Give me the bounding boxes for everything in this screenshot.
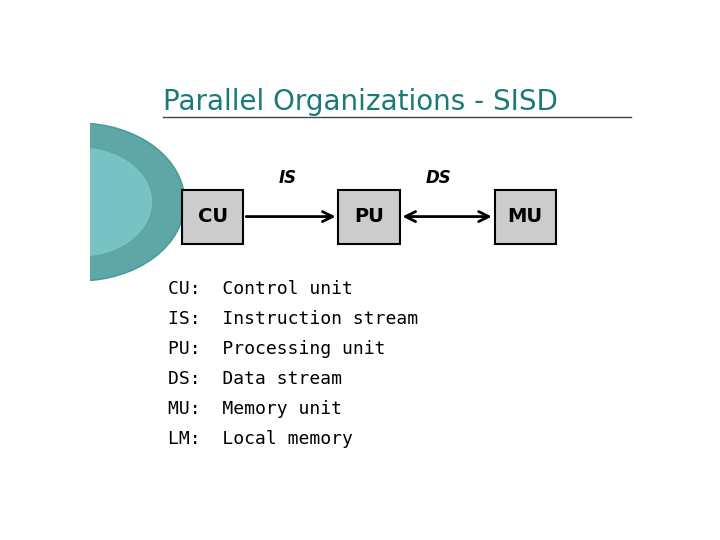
Bar [338,190,400,244]
Text: Parallel Organizations - SISD: Parallel Organizations - SISD [163,87,557,116]
Text: LM:  Local memory: LM: Local memory [168,430,353,448]
Bar [495,190,556,244]
Circle shape [0,123,185,281]
Circle shape [6,148,151,256]
Text: PU:  Processing unit: PU: Processing unit [168,340,386,358]
Text: DS:  Data stream: DS: Data stream [168,370,342,388]
Text: IS:  Instruction stream: IS: Instruction stream [168,310,418,328]
Text: DS: DS [426,170,451,187]
Text: CU:  Control unit: CU: Control unit [168,280,353,298]
Text: CU: CU [198,207,228,226]
Text: IS: IS [279,170,297,187]
Text: MU:  Memory unit: MU: Memory unit [168,400,342,418]
Text: PU: PU [354,207,384,226]
Bar [182,190,243,244]
Text: MU: MU [508,207,543,226]
